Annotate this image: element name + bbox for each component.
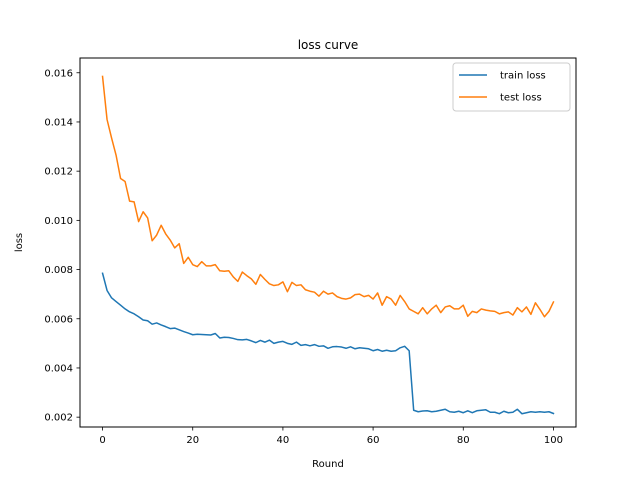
y-tick-label: 0.010 [44, 216, 73, 227]
x-tick-label: 20 [186, 435, 199, 446]
y-axis: 0.002 0.004 0.006 0.008 0.010 0.012 0.014 0.016 [44, 68, 80, 424]
y-tick-label: 0.014 [44, 117, 73, 128]
x-axis: 0 20 40 60 80 100 [99, 427, 563, 446]
x-tick-label: 0 [99, 435, 105, 446]
x-tick-label: 60 [367, 435, 380, 446]
y-tick-label: 0.006 [44, 314, 73, 325]
x-tick-label: 80 [457, 435, 470, 446]
series-line-test-loss [101, 75, 555, 318]
legend: train loss test loss [452, 62, 571, 112]
series-line-train-loss [101, 272, 555, 415]
y-tick-label: 0.002 [44, 413, 73, 424]
chart-title: loss curve [298, 38, 359, 52]
legend-label-test-loss: test loss [500, 93, 542, 104]
x-tick-label: 100 [544, 435, 563, 446]
x-axis-label: Round [312, 459, 344, 470]
plot-area-frame [79, 57, 577, 428]
y-axis-label: loss [14, 233, 25, 252]
series-layer [101, 75, 555, 415]
y-tick-label: 0.004 [44, 363, 73, 374]
y-tick-label: 0.016 [44, 68, 73, 79]
legend-label-train-loss: train loss [500, 71, 546, 82]
y-tick-label: 0.012 [44, 167, 73, 178]
y-tick-label: 0.008 [44, 265, 73, 276]
x-tick-label: 40 [277, 435, 290, 446]
